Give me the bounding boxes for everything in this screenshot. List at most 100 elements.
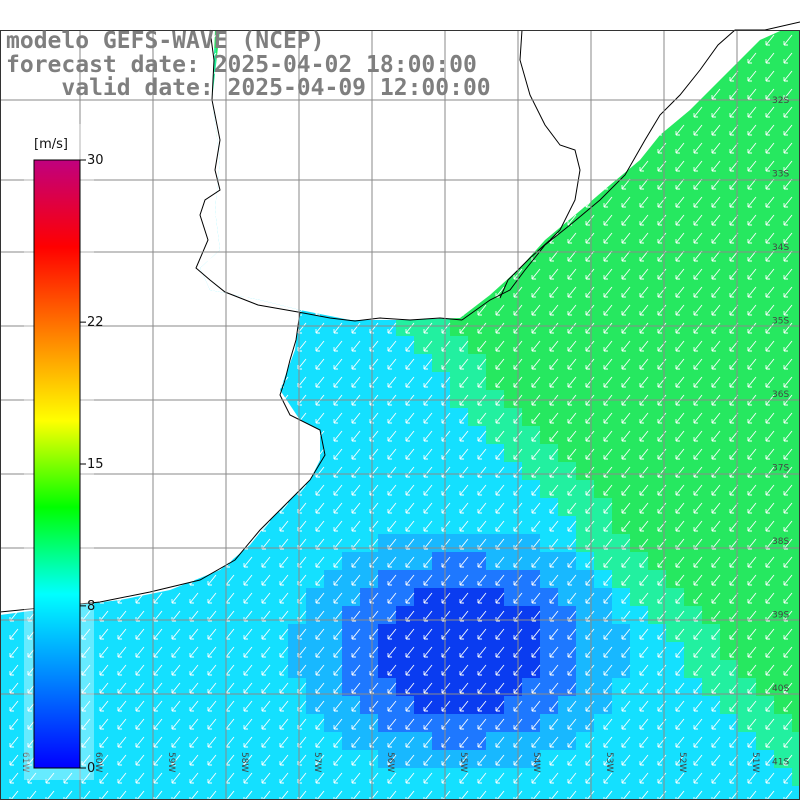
field-cell	[738, 210, 756, 228]
field-cell	[792, 552, 800, 570]
field-cell	[594, 372, 612, 390]
field-cell	[576, 408, 594, 426]
field-cell	[108, 696, 126, 714]
wind-arrow	[477, 448, 487, 460]
wind-arrow	[117, 664, 127, 676]
wind-arrow	[657, 358, 667, 370]
field-cell	[612, 552, 630, 570]
wind-arrow	[315, 592, 325, 604]
wind-arrow	[747, 160, 757, 172]
wind-arrow	[675, 124, 685, 136]
field-cell	[450, 480, 468, 498]
wind-arrow	[333, 574, 343, 586]
field-cell	[324, 390, 342, 408]
field-cell	[414, 660, 432, 678]
field-cell	[792, 678, 800, 696]
field-cell	[522, 498, 540, 516]
wind-arrow	[765, 628, 775, 640]
field-cell	[414, 408, 432, 426]
wind-arrow	[405, 556, 415, 568]
wind-arrow	[765, 358, 775, 370]
wind-arrow	[423, 574, 433, 586]
wind-arrow	[351, 574, 361, 586]
field-cell	[360, 660, 378, 678]
field-cell	[252, 732, 270, 750]
field-cell	[666, 138, 684, 156]
wind-arrow	[459, 412, 469, 424]
wind-arrow	[783, 646, 793, 658]
field-cell	[162, 624, 180, 642]
wind-arrow	[675, 520, 685, 532]
field-cell	[792, 444, 800, 462]
wind-arrow	[639, 502, 649, 514]
wind-arrow	[549, 556, 559, 568]
wind-arrow	[765, 340, 775, 352]
field-cell	[576, 462, 594, 480]
field-cell	[738, 192, 756, 210]
field-cell	[756, 768, 774, 786]
wind-arrow	[81, 700, 91, 712]
wind-arrow	[639, 268, 649, 280]
wind-arrow	[153, 628, 163, 640]
wind-arrow	[495, 556, 505, 568]
wind-arrow	[765, 754, 775, 766]
field-cell	[702, 102, 720, 120]
wind-arrow	[675, 358, 685, 370]
wind-arrow	[405, 340, 415, 352]
field-cell	[648, 246, 666, 264]
wind-arrow	[657, 250, 667, 262]
field-cell	[360, 696, 378, 714]
field-cell	[630, 300, 648, 318]
wind-arrow	[333, 430, 343, 442]
field-cell	[360, 462, 378, 480]
wind-arrow	[531, 322, 541, 334]
wind-arrow	[495, 664, 505, 676]
field-cell	[576, 354, 594, 372]
field-cell	[486, 408, 504, 426]
field-cell	[612, 282, 630, 300]
field-cell	[774, 138, 792, 156]
field-cell	[324, 786, 342, 800]
wind-arrow	[495, 574, 505, 586]
wind-arrow	[657, 322, 667, 334]
field-cell	[612, 336, 630, 354]
field-cell	[792, 534, 800, 552]
field-cell	[486, 732, 504, 750]
wind-arrow	[567, 286, 577, 298]
wind-arrow	[477, 412, 487, 424]
wind-arrow	[153, 646, 163, 658]
field-cell	[774, 714, 792, 732]
wind-arrow	[567, 682, 577, 694]
field-cell	[594, 768, 612, 786]
field-cell	[486, 570, 504, 588]
field-cell	[648, 462, 666, 480]
field-cell	[738, 156, 756, 174]
wind-arrow	[387, 412, 397, 424]
field-cell	[342, 660, 360, 678]
wind-arrow	[657, 232, 667, 244]
field-cell	[414, 444, 432, 462]
wind-arrow	[153, 592, 163, 604]
wind-arrow	[603, 772, 613, 784]
field-cell	[702, 228, 720, 246]
wind-arrow	[567, 646, 577, 658]
field-cell	[468, 714, 486, 732]
field-cell	[666, 372, 684, 390]
wind-arrow	[333, 772, 343, 784]
field-cell	[234, 678, 252, 696]
field-cell	[108, 786, 126, 800]
wind-arrow	[747, 628, 757, 640]
field-cell	[450, 588, 468, 606]
wind-arrow	[495, 448, 505, 460]
field-cell	[792, 408, 800, 426]
field-cell	[702, 444, 720, 462]
field-cell	[648, 372, 666, 390]
wind-arrow	[423, 592, 433, 604]
field-cell	[324, 750, 342, 768]
field-cell	[738, 570, 756, 588]
field-cell	[612, 390, 630, 408]
wind-arrow	[657, 664, 667, 676]
field-cell	[450, 498, 468, 516]
field-cell	[378, 426, 396, 444]
wind-arrow	[603, 736, 613, 748]
